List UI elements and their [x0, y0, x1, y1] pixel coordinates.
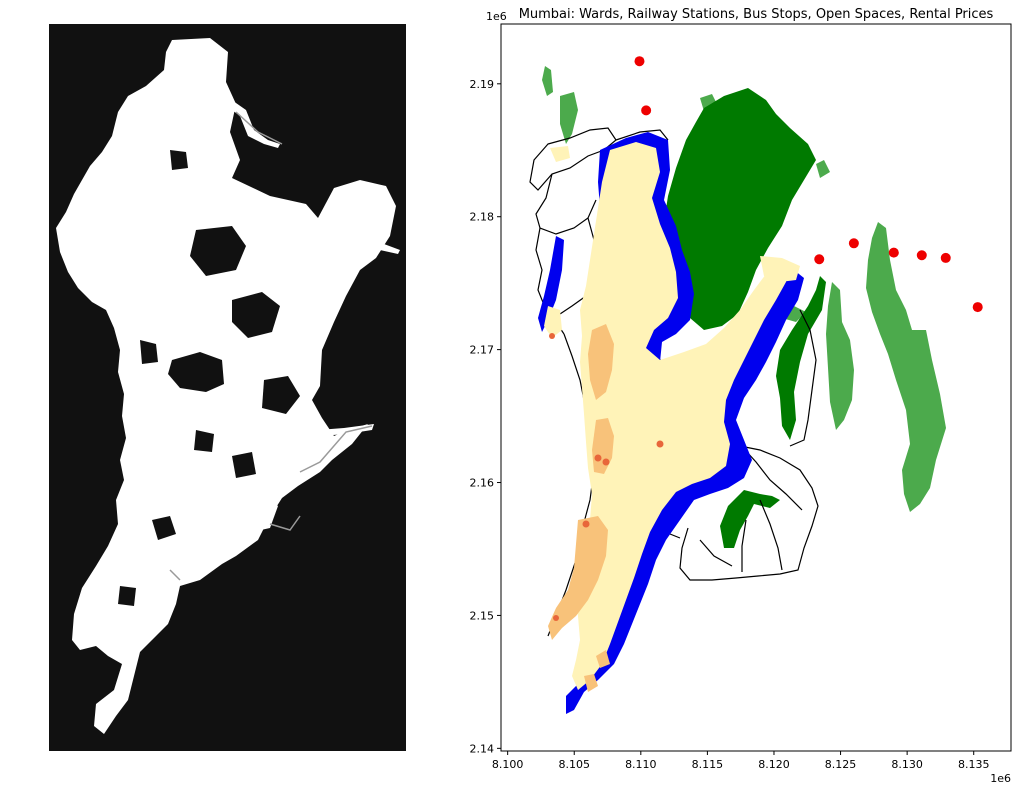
- railway-station-point: [940, 252, 951, 263]
- railway-station-point: [634, 56, 645, 67]
- y-tick-label: 2.17: [470, 344, 495, 357]
- y-tick-label: 2.19: [470, 78, 495, 91]
- thin-road-lines: [169, 111, 373, 581]
- x-tick-label: 8.125: [825, 758, 857, 771]
- x-axis-ticks: 8.100 8.105 8.110 8.115 8.120 8.125 8.130 8.135: [492, 751, 990, 771]
- y-tick-label: 2.18: [470, 211, 495, 224]
- y-tick-label: 2.15: [470, 609, 495, 622]
- x-offset-label: 1e6: [990, 772, 1011, 785]
- railway-station-point: [848, 238, 859, 249]
- railway-station-point: [888, 247, 899, 258]
- railway-station-point: [641, 105, 652, 116]
- x-tick-label: 8.115: [692, 758, 724, 771]
- axes-frame: [500, 23, 1012, 752]
- x-tick-label: 8.100: [492, 758, 524, 771]
- y-tick-label: 2.16: [470, 477, 495, 490]
- rent-low-zone: [544, 142, 800, 690]
- x-tick-label: 8.130: [891, 758, 923, 771]
- railway-station-point: [814, 254, 825, 265]
- x-tick-label: 8.135: [958, 758, 990, 771]
- railway-station-point: [916, 250, 927, 261]
- x-tick-label: 8.120: [758, 758, 790, 771]
- y-offset-label: 1e6: [486, 10, 507, 23]
- left-panel-network-map: [49, 24, 406, 751]
- right-panel-axes: 8.100 8.105 8.110 8.115 8.120 8.125 8.130 8.135…: [470, 7, 1012, 785]
- railway-stations-layer: [634, 56, 983, 313]
- railway-station-point: [972, 302, 983, 313]
- rent-high-zone: [549, 333, 664, 621]
- chart-title: Mumbai: Wards, Railway Stations, Bus Sto…: [519, 7, 994, 22]
- open-spaces-dark: [664, 88, 826, 548]
- road-network-shape: [56, 38, 400, 734]
- y-tick-label: 2.14: [470, 742, 495, 755]
- x-tick-label: 8.110: [625, 758, 657, 771]
- x-tick-label: 8.105: [558, 758, 590, 771]
- y-axis-ticks: 2.14 2.15 2.16 2.17 2.18 2.19: [470, 78, 501, 755]
- network-gaps: [118, 150, 300, 606]
